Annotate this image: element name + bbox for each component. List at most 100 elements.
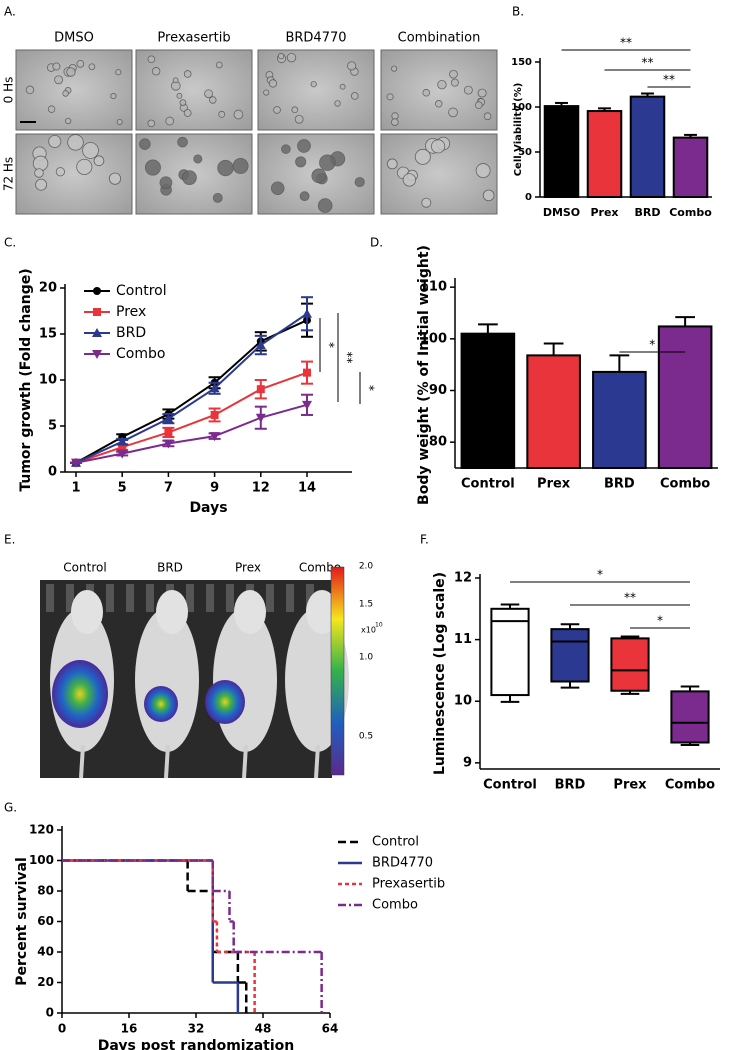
bar [592, 370, 647, 469]
cell [475, 163, 491, 179]
cell [212, 192, 223, 203]
cell [233, 109, 244, 120]
cell [386, 93, 394, 101]
legend-label: Control [372, 835, 419, 850]
cell [108, 172, 122, 185]
column-header: BRD4770 [285, 31, 346, 46]
x-tick-label: DMSO [543, 206, 580, 219]
y-tick-label: 0 [525, 192, 532, 203]
cage-bar [106, 584, 114, 612]
x-tick-label: Prex [590, 206, 618, 219]
cell [147, 55, 156, 64]
x-tick-label: 32 [188, 1022, 205, 1036]
y-tick-label: 100 [29, 853, 54, 867]
micrograph [15, 49, 133, 131]
x-tick-label: 5 [118, 481, 127, 496]
panel-label: E. [4, 533, 15, 547]
legend-label: Prexasertib [372, 877, 445, 892]
cell [391, 118, 399, 126]
cell [48, 134, 62, 148]
mouse-head [306, 590, 338, 634]
marker [92, 350, 102, 359]
cell [319, 154, 336, 171]
marker [117, 436, 128, 446]
x-tick-label: BRD [604, 477, 635, 492]
x-tick-label: Prex [537, 477, 571, 492]
column-header: Combo [299, 561, 341, 575]
bar [460, 332, 516, 469]
cell [88, 63, 96, 71]
y-axis-title: Luminescence (Log scale) [432, 572, 448, 775]
cage-bar [146, 584, 154, 612]
cell [311, 168, 327, 184]
cell [110, 93, 117, 100]
cell [421, 197, 432, 208]
cell [347, 61, 357, 71]
cell [437, 79, 447, 90]
cell [151, 67, 161, 76]
cell [402, 173, 417, 187]
cell [35, 178, 48, 191]
colorbar-tick-label: 2.0 [359, 562, 374, 572]
significance-label: ** [663, 73, 675, 87]
cell [350, 92, 359, 100]
marker [71, 458, 81, 468]
cell [159, 176, 173, 190]
cell [477, 88, 487, 98]
significance-label: * [657, 614, 663, 628]
y-axis-title: Tumor growth (Fold change) [18, 268, 34, 491]
cell [281, 144, 291, 154]
cell [172, 77, 179, 84]
row-label: 72 Hs [2, 157, 16, 191]
cell [294, 114, 304, 124]
cell [93, 155, 105, 167]
x-tick-label: Combo [665, 778, 715, 793]
legend-label: Control [116, 283, 167, 299]
cell [76, 158, 93, 175]
cell [354, 177, 365, 188]
cell [204, 89, 213, 99]
cage-bar [186, 584, 194, 612]
mouse-tail [164, 744, 170, 779]
cell [299, 191, 310, 202]
y-tick-label: 110 [420, 280, 447, 295]
colorbar [330, 566, 345, 776]
mouse-head [234, 590, 266, 634]
y-tick-label: 150 [511, 57, 532, 68]
y-tick-label: 11 [454, 632, 472, 647]
micrograph [257, 49, 375, 131]
column-header: Control [63, 561, 106, 575]
x-tick-label: 64 [322, 1022, 339, 1036]
y-tick-label: 0 [46, 1006, 54, 1020]
cell [215, 61, 223, 69]
mouse-tail [314, 744, 320, 779]
y-axis-title: Percent survival [14, 857, 30, 986]
cell [147, 119, 156, 128]
y-tick-label: 40 [37, 945, 54, 959]
cell [52, 62, 61, 71]
mouse-tail [79, 744, 85, 779]
cell [414, 148, 431, 165]
cell [183, 70, 192, 78]
column-header: Prex [235, 561, 261, 575]
y-tick-label: 80 [429, 435, 447, 450]
significance-label: ** [341, 352, 355, 364]
panel-label: D. [370, 236, 383, 250]
box [610, 637, 650, 692]
marker [93, 308, 101, 316]
cell [263, 89, 270, 96]
mouse-tail [242, 744, 248, 779]
cell [483, 112, 492, 121]
micrograph [135, 49, 253, 131]
y-tick-label: 20 [39, 281, 57, 296]
x-tick-label: BRD [555, 778, 586, 793]
x-tick-label: Control [461, 477, 515, 492]
cell [463, 85, 473, 95]
cell [448, 107, 458, 118]
x-axis-title: Days [189, 500, 227, 516]
y-tick-label: 9 [463, 755, 472, 770]
panel-label: F. [420, 533, 429, 547]
cage-bar [286, 584, 294, 612]
cell [334, 100, 341, 107]
cell [431, 139, 446, 154]
